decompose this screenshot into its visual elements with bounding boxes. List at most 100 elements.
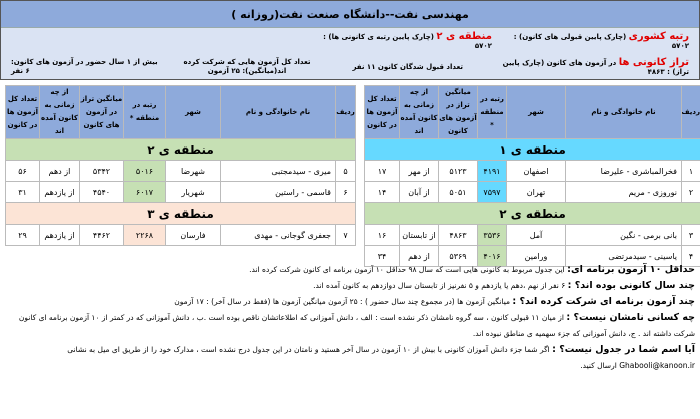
note-item: چند سال کانونی بوده اند؟ : ۶ نفر از نهم … [5, 278, 695, 294]
total-exams: ۳۱ [5, 181, 40, 203]
student-name: فخرالمباشری - علیرضا [565, 160, 682, 182]
years-count: بیش از ۱ سال حضور در آزمون های کانون: ۶ … [10, 58, 158, 75]
avg-taraz: ۴۴۶۲ [79, 224, 124, 246]
zone-label: منطقه ی ۲ [5, 138, 356, 161]
row-number: ۲ [681, 181, 700, 203]
note-question: چه کسانی نامشان نیست؟ : [566, 312, 695, 323]
left-results-table: ردیف نام خانوادگی و نام شهر رتبه در منطقه *… [5, 85, 356, 246]
total-exams: ۳۴ [364, 245, 400, 267]
avg-taraz: ۴۸۶۳ [438, 224, 478, 246]
city: شهرضا [165, 160, 221, 182]
row-number: ۶ [335, 181, 356, 203]
city: اصفهان [506, 160, 566, 182]
joined-since: از یازدهم [39, 181, 80, 203]
region-rank: منطقه ی ۲ (چارک پایین رتبه ی کانونی ها) … [323, 30, 492, 50]
table-row: ۲ نوروزی - مریم تهران ۷۵۹۷ ۵۰۵۱ از آبان ۱۴ [364, 181, 700, 203]
column-header: ردیف [681, 85, 700, 139]
zone-label: منطقه ی ۱ [364, 138, 700, 161]
zone-row: منطقه ی ۲ [364, 202, 700, 225]
table-row: ۶ قاسمی - راستین شهریار ۶۰۱۷ ۴۵۴۰ از یازدهم ۳۱ [5, 181, 356, 203]
column-header: رتبه در منطقه * [477, 85, 507, 139]
city: شهریار [165, 181, 221, 203]
note-item: چه کسانی نامشان نیست؟ : از میان ۱۱ قبولی… [5, 310, 695, 342]
region-rank: ۷۵۹۷ [477, 181, 507, 203]
column-header: میانگین تراز در آزمون های کانون [438, 85, 478, 139]
column-header: تعداد کل آزمون ها در کانون [364, 85, 400, 139]
student-name: میری - سیدمجتبی [220, 160, 336, 182]
avg-taraz: ۵۳۴۲ [79, 160, 124, 182]
avg-taraz: ۴۵۴۰ [79, 181, 124, 203]
city: ورامین [506, 245, 566, 267]
summary-header: مهندسی نفت--دانشگاه صنعت نفت(روزانه ) رت… [0, 0, 700, 80]
zone-row: منطقه ی ۳ [5, 202, 356, 225]
row-number: ۷ [335, 224, 356, 246]
column-header: شهر [506, 85, 566, 139]
student-name: بانی برمی - نگین [565, 224, 682, 246]
column-header: رتبه در منطقه * [123, 85, 166, 139]
note-item: چند آزمون برنامه ای شرکت کرده اند؟ : میا… [5, 294, 695, 310]
region-rank: ۲۲۶۸ [123, 224, 166, 246]
city: فارسان [165, 224, 221, 246]
row-number: ۱ [681, 160, 700, 182]
column-header: میانگین تراز در آزمون های کانون [79, 85, 124, 139]
region-rank: ۴۱۹۱ [477, 160, 507, 182]
city: آمل [506, 224, 566, 246]
region-rank: ۵۰۱۶ [123, 160, 166, 182]
note-question: چند آزمون برنامه ای شرکت کرده اند؟ : [512, 296, 695, 307]
joined-since: از یازدهم [39, 224, 80, 246]
total-exams: ۱۶ [364, 224, 400, 246]
table-row: ۳ بانی برمی - نگین آمل ۳۵۳۶ ۴۸۶۳ از تابستان ۱۶ [364, 224, 700, 246]
total-exams: ۵۶ [5, 160, 40, 182]
header-row: ردیف نام خانوادگی و نام شهر رتبه در منطقه *… [364, 85, 700, 139]
joined-since: از دهم [39, 160, 80, 182]
total-exams: ۱۴ [364, 181, 400, 203]
column-header: نام خانوادگی و نام [565, 85, 682, 139]
avg-taraz: ۵۱۲۳ [438, 160, 478, 182]
region-rank: ۶۰۱۷ [123, 181, 166, 203]
zone-row: منطقه ی ۱ [364, 138, 700, 161]
column-header: از چه زمانی به کانون آمده اند [39, 85, 80, 139]
avg-taraz: ۵۳۶۹ [438, 245, 478, 267]
note-item: آیا اسم شما در جدول نیست؟ : اگر شما جزء … [5, 342, 695, 374]
note-answer: ۶ نفر از نهم ،دهم یا یازدهم و ۵ نفرنیز ا… [313, 281, 568, 290]
note-question: چند سال کانونی بوده اند؟ : [567, 280, 695, 291]
joined-since: از آبان [399, 181, 439, 203]
exam-count: تعداد کل آزمون هایی که شرکت کرده اند(میا… [183, 58, 311, 75]
page-title: مهندسی نفت--دانشگاه صنعت نفت(روزانه ) [1, 1, 699, 28]
table-row: ۵ میری - سیدمجتبی شهرضا ۵۰۱۶ ۵۳۴۲ از دهم ۵۶ [5, 160, 356, 182]
row-number: ۵ [335, 160, 356, 182]
note-answer: اگر شما جزء دانش آموزان کانونی با بیش از… [67, 345, 695, 370]
table-row: ۱ فخرالمباشری - علیرضا اصفهان ۴۱۹۱ ۵۱۲۳ از مه… [364, 160, 700, 182]
total-exams: ۲۹ [5, 224, 40, 246]
city: تهران [506, 181, 566, 203]
note-question: حداقل ۱۰ آزمون برنامه ای: [567, 264, 695, 275]
region-rank: ۳۵۳۶ [477, 224, 507, 246]
summary-row-ranks: رتبه کشوری (چارک پایین قبولی های کانون) … [1, 28, 699, 54]
column-header: تعداد کل آزمون ها در کانون [5, 85, 40, 139]
avg-taraz: ۵۰۵۱ [438, 181, 478, 203]
note-answer: از میان ۱۱ قبولی کانون ، سه گروه نامشان … [18, 313, 695, 338]
national-rank: رتبه کشوری (چارک پایین قبولی های کانون) … [513, 30, 689, 50]
joined-since: از تابستان [399, 224, 439, 246]
student-name: قاسمی - راستین [220, 181, 336, 203]
region-rank: ۴۰۱۶ [477, 245, 507, 267]
total-exams: ۱۷ [364, 160, 400, 182]
zone-row: منطقه ی ۲ [5, 138, 356, 161]
table-row: ۷ جعفری گوجانی - مهدی فارسان ۲۲۶۸ ۴۴۶۲ از یاز… [5, 224, 356, 246]
joined-since: از دهم [399, 245, 439, 267]
column-header: شهر [165, 85, 221, 139]
table-row: ۴ یاسینی - سیدمرتضی ورامین ۴۰۱۶ ۵۳۶۹ از دهم ۳۴ [364, 245, 700, 267]
taraz-info: تراز کانونی ها در آزمون های کانون (چارک … [502, 56, 689, 76]
note-answer: میانگین آزمون ها (در مجموع چند سال حضور … [174, 297, 513, 306]
right-results-table: ردیف نام خانوادگی و نام شهر رتبه در منطقه *… [364, 85, 700, 267]
student-name: یاسینی - سیدمرتضی [565, 245, 682, 267]
column-header: از چه زمانی به کانون آمده اند [399, 85, 439, 139]
joined-since: از مهر [399, 160, 439, 182]
student-name: نوروزی - مریم [565, 181, 682, 203]
column-header: ردیف [335, 85, 356, 139]
zone-label: منطقه ی ۳ [5, 202, 356, 225]
note-question: آیا اسم شما در جدول نیست؟ : [552, 344, 695, 355]
notes-section: حداقل ۱۰ آزمون برنامه ای: این جدول مربوط… [5, 262, 695, 374]
summary-row-stats: تراز کانونی ها در آزمون های کانون (چارک … [1, 54, 699, 80]
note-answer: این جدول مربوط به کانونی هایی است که سال… [249, 265, 568, 274]
